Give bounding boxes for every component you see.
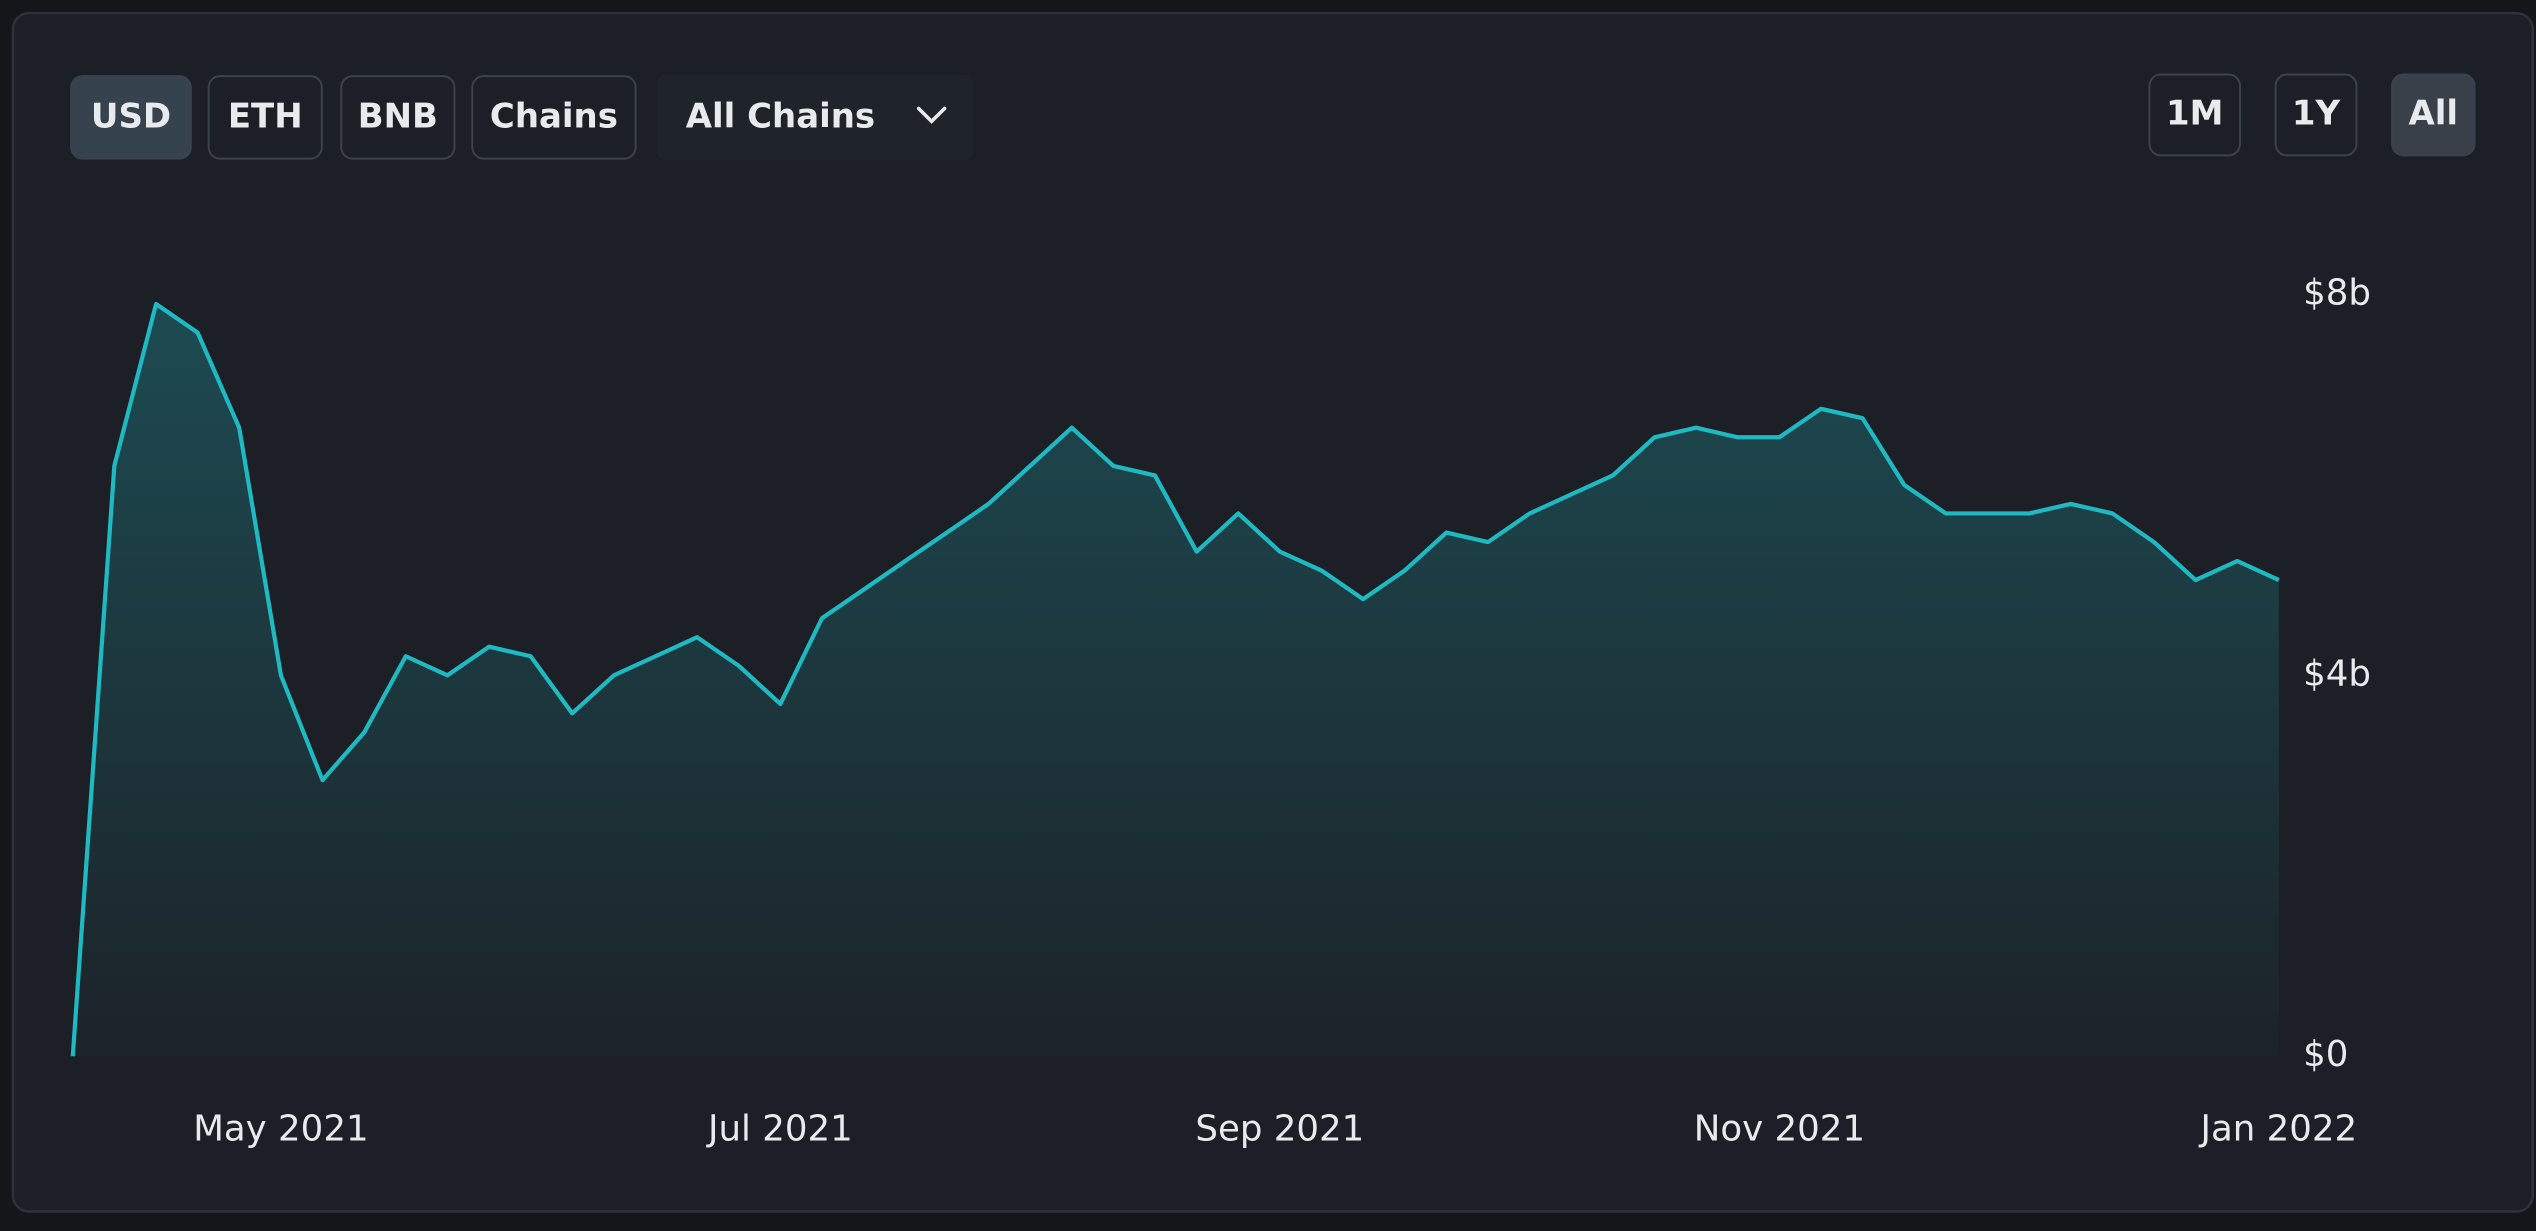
button-label: ETH [228, 97, 303, 137]
denomination-button[interactable]: USD [70, 75, 192, 160]
button-label: USD [91, 97, 171, 137]
denomination-button[interactable]: Chains [471, 75, 637, 160]
chevron-icon [916, 106, 947, 124]
button-label: All [2409, 93, 2459, 133]
range-button[interactable]: All [2391, 73, 2476, 157]
x-tick-label: Sep 2021 [1195, 1109, 1364, 1150]
x-tick-label: Nov 2021 [1694, 1109, 1865, 1150]
button-label: 1Y [2292, 93, 2341, 133]
y-tick-label: $4b [2303, 653, 2371, 694]
button-bg [70, 75, 192, 160]
y-tick-label: $0 [2303, 1034, 2348, 1075]
button-label: 1M [2166, 93, 2223, 133]
x-tick-label: Jul 2021 [706, 1109, 853, 1150]
button-bg [340, 75, 456, 160]
button-bg [471, 75, 637, 160]
chain-select[interactable]: All Chains [656, 74, 974, 161]
button-label: Chains [490, 97, 618, 137]
tvl-line [70, 301, 2280, 1057]
button-bg [207, 75, 323, 160]
select-bg [656, 74, 974, 161]
button-bg [2274, 73, 2358, 157]
button-bg [2148, 73, 2241, 157]
denomination-button[interactable]: ETH [207, 75, 323, 160]
range-button[interactable]: 1M [2148, 73, 2241, 157]
area-fill [72, 303, 2279, 1057]
denomination-button[interactable]: BNB [340, 75, 456, 160]
button-label: BNB [358, 97, 438, 137]
y-tick-label: $8b [2303, 272, 2371, 313]
button-bg [2391, 73, 2476, 157]
toolbar: USD ETH BNB Chains All Chains 1M 1Y All [70, 73, 2476, 161]
range-button[interactable]: 1Y [2274, 73, 2358, 157]
plot: $0 $4b $8b May 2021 Jul 2021 Sep 2021 Nov 2021… [70, 272, 2371, 1150]
x-tick-label: May 2021 [193, 1109, 368, 1150]
select-label: All Chains [686, 97, 875, 137]
x-tick-label: Jan 2022 [2198, 1109, 2357, 1150]
